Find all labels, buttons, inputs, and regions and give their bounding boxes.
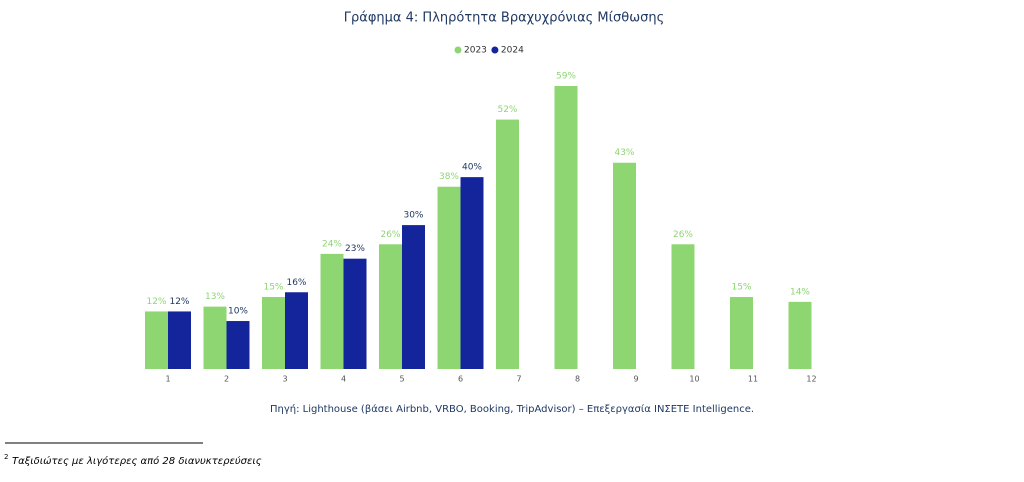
x-tick-label: 11: [748, 375, 758, 384]
bar: [320, 253, 344, 369]
bar: [730, 297, 753, 369]
data-label: 23%: [345, 244, 365, 254]
data-label: 16%: [286, 278, 306, 288]
bar: [168, 311, 191, 369]
data-label: 52%: [497, 105, 517, 115]
data-label: 59%: [556, 72, 576, 82]
bar: [437, 186, 461, 369]
data-label: 26%: [380, 230, 400, 240]
data-label: 13%: [205, 292, 225, 302]
x-tick-label: 3: [282, 375, 287, 384]
bar: [203, 306, 227, 369]
data-label: 15%: [263, 283, 283, 293]
bar: [379, 244, 402, 369]
data-label: 15%: [731, 283, 751, 293]
data-label: 12%: [169, 297, 189, 307]
x-tick-label: 2: [224, 375, 229, 384]
bar: [145, 311, 168, 369]
data-label: 26%: [673, 230, 693, 240]
legend-label: 2023: [464, 46, 487, 56]
x-tick-label: 1: [165, 375, 170, 384]
data-label: 24%: [322, 239, 342, 249]
data-label: 38%: [439, 172, 459, 182]
bar: [460, 177, 484, 369]
footnote-mark: 2: [4, 453, 8, 461]
bar: [402, 225, 425, 369]
x-tick-label: 12: [806, 375, 816, 384]
x-tick-label: 8: [575, 375, 580, 384]
bar: [226, 321, 250, 369]
x-tick-label: 7: [516, 375, 521, 384]
data-label: 30%: [403, 211, 423, 221]
legend: 2023 2024: [454, 46, 524, 56]
bar: [613, 162, 636, 369]
legend-marker: [491, 46, 499, 54]
data-label: 43%: [614, 148, 634, 158]
data-label: 40%: [462, 163, 482, 173]
bar: [262, 297, 285, 369]
data-label: 12%: [146, 297, 166, 307]
x-tick-label: 10: [689, 375, 699, 384]
legend-marker: [454, 46, 462, 54]
data-label: 14%: [790, 287, 810, 297]
bar: [554, 86, 578, 369]
bar: [343, 258, 367, 369]
data-label: 10%: [228, 307, 248, 317]
x-tick-label: 9: [633, 375, 638, 384]
x-tick-label: 4: [341, 375, 346, 384]
source: Πηγή: Lighthouse (βάσει Airbnb, VRBO, Bo…: [270, 403, 754, 415]
bar: [496, 119, 519, 370]
bar: [285, 292, 308, 369]
x-tick-label: 5: [399, 375, 404, 384]
chart-title: Γράφημα 4: Πληρότητα Βραχυχρόνιας Μίσθωσ…: [344, 11, 664, 26]
bar: [788, 301, 812, 369]
footnote: Ταξιδιώτες με λιγότερες από 28 διανυκτερ…: [12, 455, 262, 467]
x-tick-label: 6: [458, 375, 463, 384]
bar: [671, 244, 695, 369]
legend-label: 2024: [501, 46, 524, 56]
